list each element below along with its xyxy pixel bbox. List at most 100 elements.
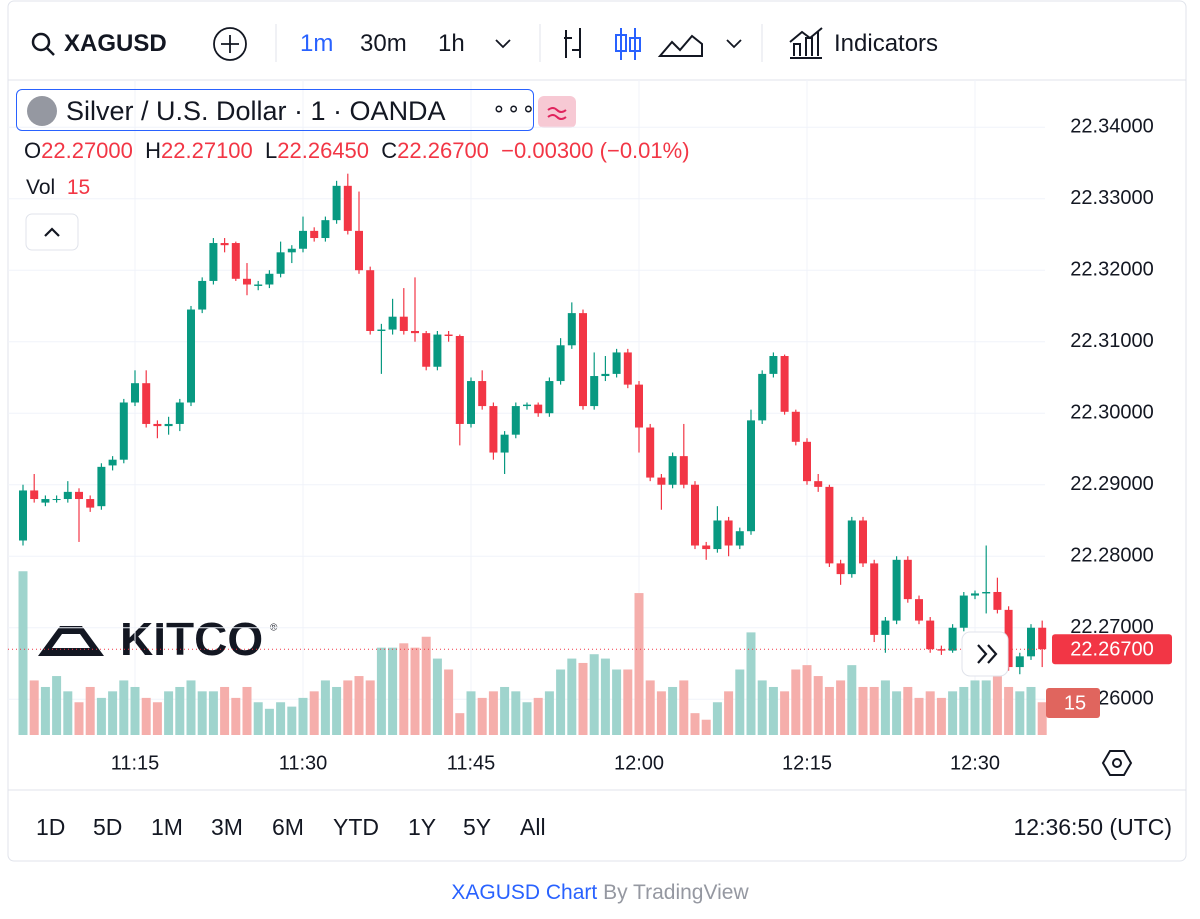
candle-body bbox=[366, 270, 375, 331]
candle-body bbox=[735, 531, 744, 546]
range[interactable]: 5Y bbox=[463, 814, 492, 840]
x-tick-label: 11:30 bbox=[279, 752, 328, 774]
x-tick-label: 12:15 bbox=[782, 752, 832, 774]
volume-bar bbox=[813, 676, 823, 735]
volume-bar bbox=[52, 676, 62, 735]
vol-value: 15 bbox=[66, 176, 91, 199]
candle-body bbox=[1027, 627, 1035, 657]
volume-bar bbox=[354, 676, 364, 735]
candle-body bbox=[635, 384, 643, 428]
candle-body bbox=[153, 423, 162, 427]
area-icon[interactable] bbox=[657, 34, 703, 57]
volume-bar bbox=[836, 680, 846, 735]
candle-icon bbox=[620, 28, 636, 60]
volume-bar bbox=[320, 680, 330, 735]
search-icon[interactable] bbox=[31, 32, 51, 52]
indicators[interactable]: Indicators bbox=[834, 30, 939, 57]
candle-body bbox=[892, 559, 901, 621]
volume-bar bbox=[522, 702, 532, 735]
candle-body bbox=[769, 356, 778, 374]
candle-body bbox=[198, 280, 207, 310]
symbol[interactable]: XAGUSD bbox=[64, 30, 167, 57]
volume-bar bbox=[959, 686, 969, 735]
more-icon[interactable]: ∘∘∘ bbox=[492, 96, 537, 121]
interval[interactable]: 30m bbox=[360, 30, 407, 57]
candle-body bbox=[556, 345, 565, 382]
candle-body bbox=[478, 381, 487, 407]
volume-bar bbox=[332, 686, 342, 735]
range[interactable]: 3M bbox=[211, 814, 243, 840]
collapse-button[interactable] bbox=[25, 213, 79, 251]
legend-box[interactable] bbox=[16, 89, 534, 131]
candle-body bbox=[108, 459, 117, 466]
change: −0.00300 (−0.01%) bbox=[501, 138, 690, 163]
range[interactable]: 1M bbox=[151, 814, 183, 840]
candle-body bbox=[321, 220, 330, 239]
volume-bar bbox=[399, 643, 409, 735]
range[interactable]: 6M bbox=[272, 814, 304, 840]
candle-body bbox=[724, 520, 733, 546]
scroll-icon bbox=[977, 644, 998, 664]
volume-bar bbox=[511, 691, 521, 735]
range[interactable]: All bbox=[520, 814, 546, 840]
volume-bar bbox=[701, 719, 711, 735]
interval[interactable]: 1h bbox=[438, 30, 465, 57]
volume-bar bbox=[175, 686, 185, 735]
candle-body bbox=[377, 329, 386, 331]
watermark: KITCO bbox=[120, 613, 263, 665]
bars-icon[interactable] bbox=[564, 28, 581, 58]
candle-body bbox=[1004, 609, 1013, 668]
candle-body bbox=[702, 545, 711, 550]
y-tick-label: 22.30000 bbox=[1070, 402, 1153, 424]
volume-bar bbox=[253, 702, 263, 735]
candle-body bbox=[63, 491, 72, 500]
volume-bar bbox=[746, 632, 756, 735]
ohlc: O22.27000 H22.27100 L22.26450 C22.26700 … bbox=[24, 138, 690, 164]
volume-bar bbox=[668, 686, 678, 735]
candle-body bbox=[243, 278, 251, 285]
x-tick-label: 12:30 bbox=[950, 752, 1000, 774]
volume-bar bbox=[477, 697, 487, 735]
collapse-icon bbox=[44, 227, 60, 237]
volume-bar bbox=[735, 669, 745, 735]
compare-badge[interactable] bbox=[538, 96, 576, 128]
chevron[interactable] bbox=[495, 39, 511, 49]
ohlc-key: H bbox=[145, 138, 162, 163]
volume-bar bbox=[1004, 686, 1014, 735]
volume-bar bbox=[220, 686, 230, 735]
clock[interactable]: 12:36:50 (UTC) bbox=[1013, 814, 1172, 840]
footer-link[interactable]: XAGUSD Chart bbox=[451, 881, 598, 904]
volume-bar bbox=[824, 686, 834, 735]
ohlc-value: 22.27100 bbox=[161, 138, 253, 163]
range[interactable]: 5D bbox=[93, 814, 123, 840]
range[interactable]: YTD bbox=[333, 814, 379, 840]
volume-bar bbox=[365, 680, 375, 735]
candle-body bbox=[791, 411, 800, 442]
volume-bar bbox=[18, 571, 28, 735]
candle-body bbox=[948, 627, 957, 651]
chevron[interactable] bbox=[726, 39, 742, 49]
settings-icon[interactable] bbox=[1101, 750, 1133, 776]
candle-body bbox=[971, 593, 979, 596]
volume-bar bbox=[679, 680, 689, 735]
settings-icon bbox=[1112, 758, 1122, 768]
candle-body bbox=[388, 316, 397, 330]
y-tick-label: 22.34000 bbox=[1070, 115, 1153, 137]
volume-bar bbox=[96, 697, 106, 735]
candle-body bbox=[489, 406, 498, 453]
candle-icon[interactable] bbox=[615, 34, 627, 52]
interval[interactable]: 1m bbox=[300, 30, 334, 57]
volume-bar bbox=[724, 691, 734, 735]
add-icon[interactable] bbox=[213, 27, 247, 61]
volume-bar bbox=[712, 702, 722, 735]
indicators-icon[interactable] bbox=[789, 27, 823, 59]
volume-box bbox=[1046, 688, 1100, 718]
ohlc-key: C bbox=[381, 138, 398, 163]
search-icon bbox=[46, 47, 55, 56]
range[interactable]: 1D bbox=[36, 814, 66, 840]
candle-body bbox=[310, 230, 319, 239]
range[interactable]: 1Y bbox=[408, 814, 437, 840]
last-price-box bbox=[1052, 634, 1172, 665]
